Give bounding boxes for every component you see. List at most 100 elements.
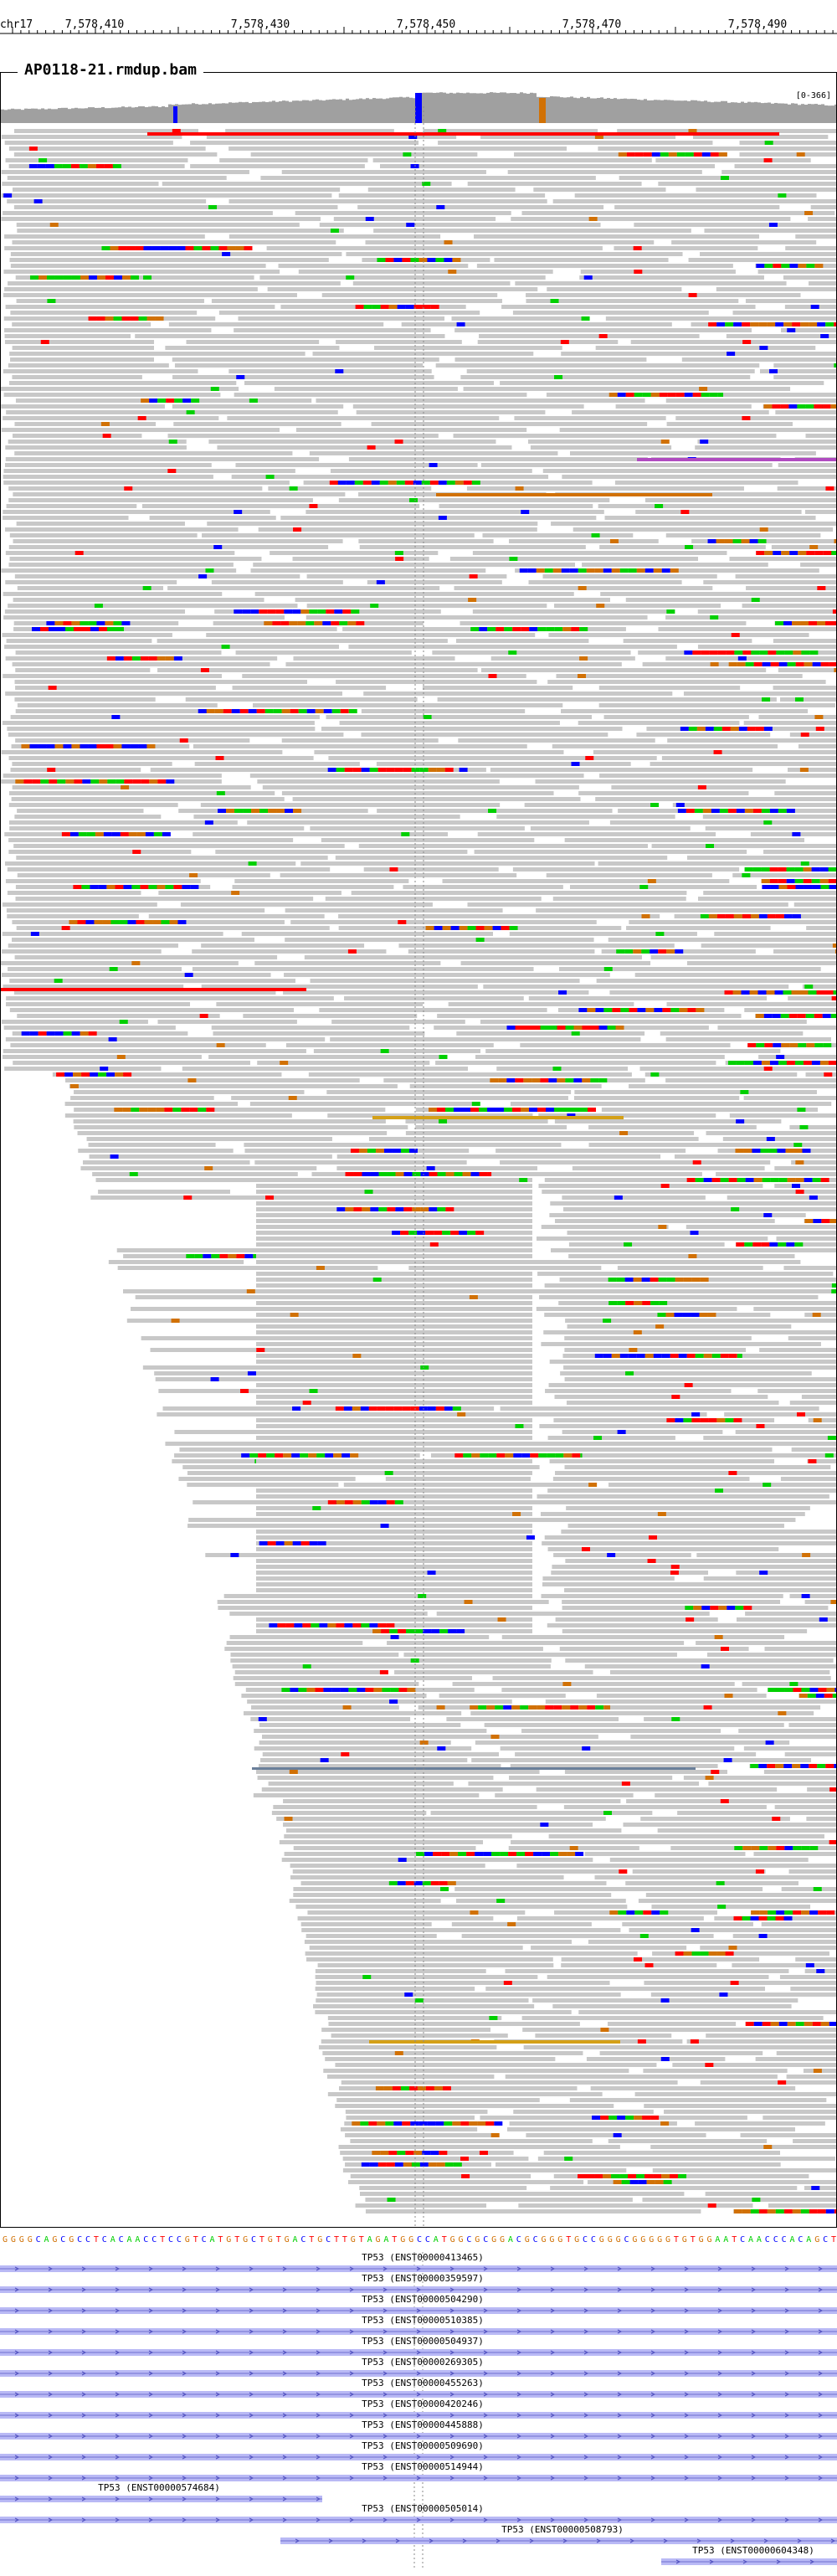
soft-clip-base xyxy=(250,609,259,614)
aligned-read xyxy=(482,533,634,537)
soft-clip-base xyxy=(115,656,124,661)
soft-clip-base xyxy=(370,1207,379,1211)
soft-clip-base xyxy=(756,551,765,555)
soft-clip-base xyxy=(784,1910,793,1915)
aligned-read xyxy=(16,299,204,303)
transcript-label[interactable]: TP53 (ENST00000413465) xyxy=(362,2252,484,2263)
soft-clip-base xyxy=(182,885,191,889)
position-ruler[interactable]: chr17 7,578,410 7,578,430 7,578,450 7,57… xyxy=(0,0,837,35)
transcript-label[interactable]: TP53 (ENST00000504937) xyxy=(362,2336,484,2347)
mismatch-base xyxy=(720,176,729,180)
aligned-read xyxy=(667,738,836,743)
aligned-read xyxy=(256,1395,532,1399)
soft-clip-base xyxy=(71,275,80,280)
aligned-read xyxy=(14,574,300,578)
soft-clip-base xyxy=(661,1354,670,1358)
soft-clip-base xyxy=(480,1453,489,1458)
soft-clip-base xyxy=(607,1026,616,1030)
soft-clip-base xyxy=(817,1764,826,1768)
strand-arrow xyxy=(483,2350,489,2355)
transcript-label[interactable]: TP53 (ENST00000504290) xyxy=(362,2294,484,2305)
sequence-base: G xyxy=(682,2235,687,2244)
transcript-label[interactable]: TP53 (ENST00000455263) xyxy=(362,2378,484,2388)
mismatch-base xyxy=(236,375,245,379)
transcript-label[interactable]: TP53 (ENST00000510385) xyxy=(362,2315,484,2326)
mismatch-base xyxy=(688,293,697,297)
coverage-bar xyxy=(446,93,449,123)
strand-arrow xyxy=(449,2371,455,2376)
aligned-read xyxy=(283,990,589,995)
soft-clip-base xyxy=(590,1026,599,1030)
aligned-read xyxy=(566,1506,810,1510)
strand-arrow xyxy=(349,2287,355,2292)
soft-clip-base xyxy=(734,650,743,655)
mismatch-base xyxy=(816,1969,825,1973)
alignment-track-panel[interactable]: AP0118-21.rmdup.bam [0-366] xyxy=(0,61,837,2228)
alignment-reads-canvas[interactable] xyxy=(1,73,836,2227)
soft-clip-base xyxy=(713,727,722,731)
aligned-read xyxy=(758,1055,836,1059)
transcript-label[interactable]: TP53 (ENST00000508793) xyxy=(501,2524,624,2535)
soft-clip-base xyxy=(135,246,144,250)
soft-clip-base xyxy=(369,1500,378,1504)
aligned-read xyxy=(468,1782,700,1786)
aligned-read xyxy=(321,293,498,297)
aligned-read xyxy=(807,1787,836,1792)
aligned-read xyxy=(281,1858,593,1862)
transcript-label[interactable]: TP53 (ENST00000514944) xyxy=(362,2461,484,2472)
strand-arrow xyxy=(182,2371,187,2376)
aligned-read xyxy=(326,715,593,719)
aligned-read xyxy=(609,1670,830,1674)
aligned-read xyxy=(771,545,836,549)
coverage-bar xyxy=(279,101,282,123)
soft-clip-base xyxy=(557,1026,566,1030)
transcript-label[interactable]: TP53 (ENST00000574684) xyxy=(98,2482,220,2493)
transcript-label[interactable]: TP53 (ENST00000445888) xyxy=(362,2419,484,2430)
aligned-read xyxy=(745,299,836,303)
transcript-label[interactable]: TP53 (ENST00000359597) xyxy=(362,2273,484,2284)
aligned-read xyxy=(671,240,817,244)
mismatch-base xyxy=(426,1166,435,1170)
mismatch-base xyxy=(419,1740,429,1745)
soft-clip-base xyxy=(650,1278,659,1282)
sequence-base: C xyxy=(326,2235,331,2244)
strand-arrow xyxy=(684,2329,690,2334)
aligned-read xyxy=(505,1969,789,1973)
soft-clip-base xyxy=(281,709,290,713)
sequence-base: G xyxy=(500,2235,505,2244)
aligned-read xyxy=(256,1301,532,1305)
strand-arrow xyxy=(249,2455,254,2460)
transcript-label[interactable]: TP53 (ENST00000509690) xyxy=(362,2440,484,2451)
aligned-read xyxy=(665,615,836,620)
gene-annotation-track[interactable]: TP53 (ENST00000413465) TP53 (ENST0000035… xyxy=(0,2252,837,2570)
mismatch-base xyxy=(613,2133,622,2137)
aligned-read xyxy=(2,633,172,637)
aligned-read xyxy=(321,727,623,731)
transcript-label[interactable]: TP53 (ENST00000604348) xyxy=(692,2545,814,2556)
aligned-read xyxy=(339,2086,578,2090)
soft-clip-base xyxy=(666,949,675,954)
aligned-read xyxy=(634,973,836,977)
transcript-label[interactable]: TP53 (ENST00000505014) xyxy=(362,2503,484,2514)
aligned-read xyxy=(536,1307,737,1311)
transcript-canvas[interactable] xyxy=(0,2252,837,2570)
aligned-read xyxy=(230,1653,399,1657)
aligned-read xyxy=(735,1430,836,1434)
soft-clip-base xyxy=(157,398,167,403)
transcript-label[interactable]: TP53 (ENST00000269305) xyxy=(362,2357,484,2368)
aligned-read xyxy=(650,2145,836,2149)
aligned-read xyxy=(259,1740,451,1745)
coverage-bar xyxy=(399,96,403,123)
soft-clip-base xyxy=(490,1078,499,1082)
soft-clip-base xyxy=(336,1500,345,1504)
transcript-label[interactable]: TP53 (ENST00000420246) xyxy=(362,2399,484,2409)
aligned-read xyxy=(9,1008,295,1012)
aligned-read xyxy=(394,1670,593,1674)
sequence-base: G xyxy=(549,2235,554,2244)
soft-clip-base xyxy=(249,1453,259,1458)
aligned-read xyxy=(453,434,777,438)
track-title[interactable]: AP0118-21.rmdup.bam xyxy=(18,61,203,79)
mismatch-base xyxy=(578,586,587,590)
soft-clip-base xyxy=(106,656,116,661)
aligned-read xyxy=(786,2075,836,2079)
